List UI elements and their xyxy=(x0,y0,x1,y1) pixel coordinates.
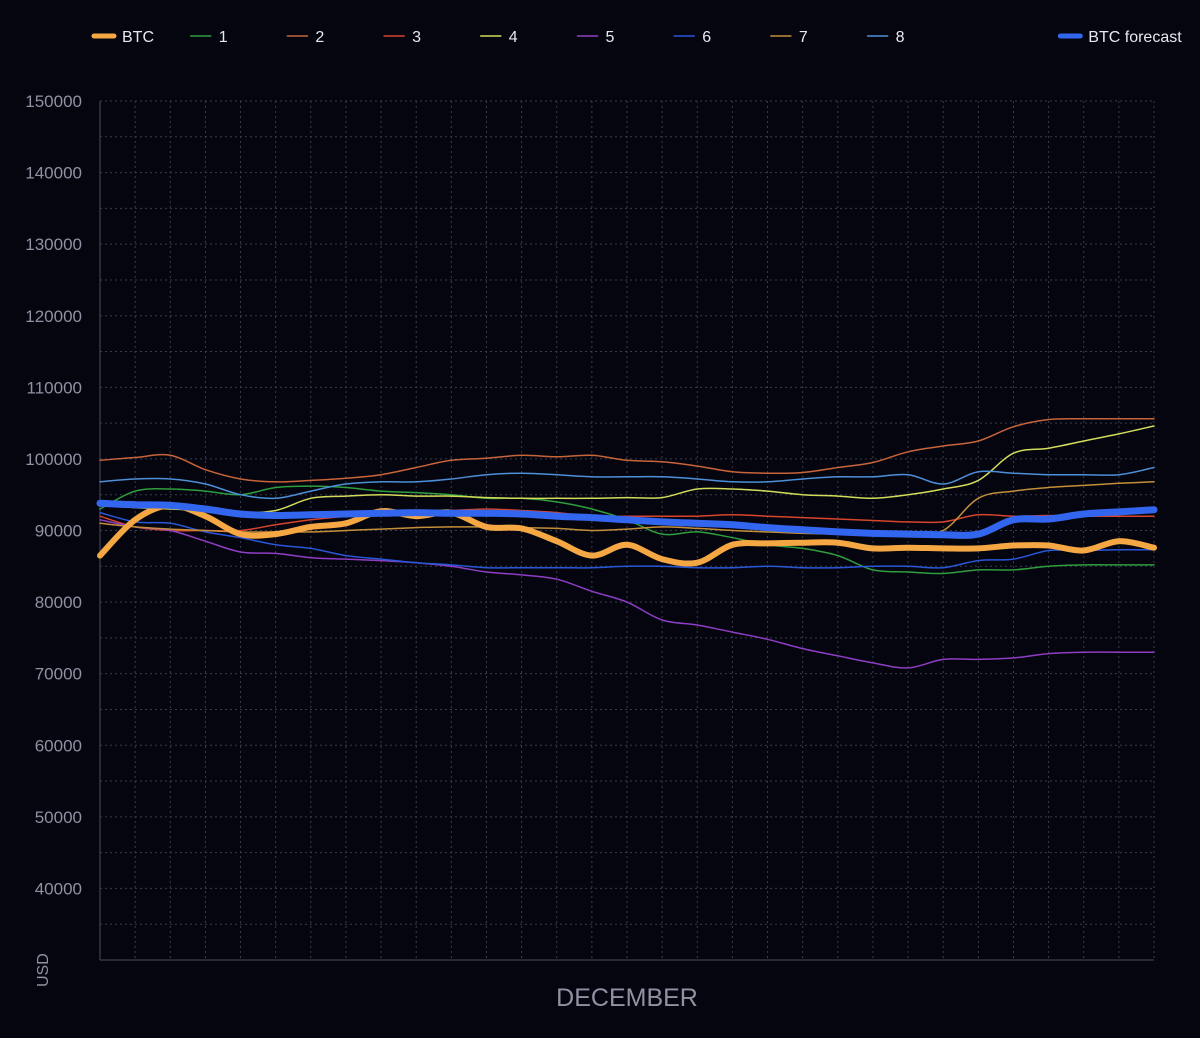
legend-label-3: 3 xyxy=(412,29,421,46)
series-line-5 xyxy=(99,519,1155,669)
series-line-2 xyxy=(99,417,1155,483)
y-tick-label: 120000 xyxy=(25,307,82,326)
series-line-4 xyxy=(99,425,1155,514)
y-tick-label: 70000 xyxy=(35,665,82,684)
chart-grid xyxy=(99,100,1155,961)
legend-label-4: 4 xyxy=(509,29,518,46)
legend-label-1: 1 xyxy=(219,29,228,46)
series-lines xyxy=(96,417,1158,669)
legend-label-btc: BTC xyxy=(122,29,154,46)
legend-label-7: 7 xyxy=(799,29,808,46)
legend-label-5: 5 xyxy=(606,29,615,46)
y-tick-label: 110000 xyxy=(27,378,82,397)
y-tick-label: 80000 xyxy=(35,593,82,612)
y-tick-label: 50000 xyxy=(35,808,82,827)
legend-label-2: 2 xyxy=(315,29,324,46)
legend-label-8: 8 xyxy=(896,29,905,46)
y-tick-label: 150000 xyxy=(25,92,82,111)
y-tick-label: 40000 xyxy=(35,879,82,898)
y-tick-label: 130000 xyxy=(25,235,82,254)
y-axis-ticks: 40000 50000 60000 70000 80000 90000 100000 1100… xyxy=(25,92,82,898)
y-axis-label: USD xyxy=(35,953,52,987)
y-tick-label: 100000 xyxy=(25,450,82,469)
series-line-3 xyxy=(99,508,1155,532)
legend-label-btc-forecast: BTC forecast xyxy=(1088,29,1182,46)
series-line-btc-forecast xyxy=(96,499,1158,539)
legend-label-6: 6 xyxy=(702,29,711,46)
y-tick-label: 140000 xyxy=(25,164,82,183)
y-tick-label: 60000 xyxy=(35,736,82,755)
series-line-6 xyxy=(99,511,1155,569)
x-axis-label: DECEMBER xyxy=(556,984,698,1012)
chart-legend: BTC 1 2 3 4 5 6 7 8 BTC forecast xyxy=(91,29,1182,46)
y-tick-label: 90000 xyxy=(35,522,82,541)
series-line-btc xyxy=(97,502,1157,567)
series-line-8 xyxy=(99,466,1155,500)
